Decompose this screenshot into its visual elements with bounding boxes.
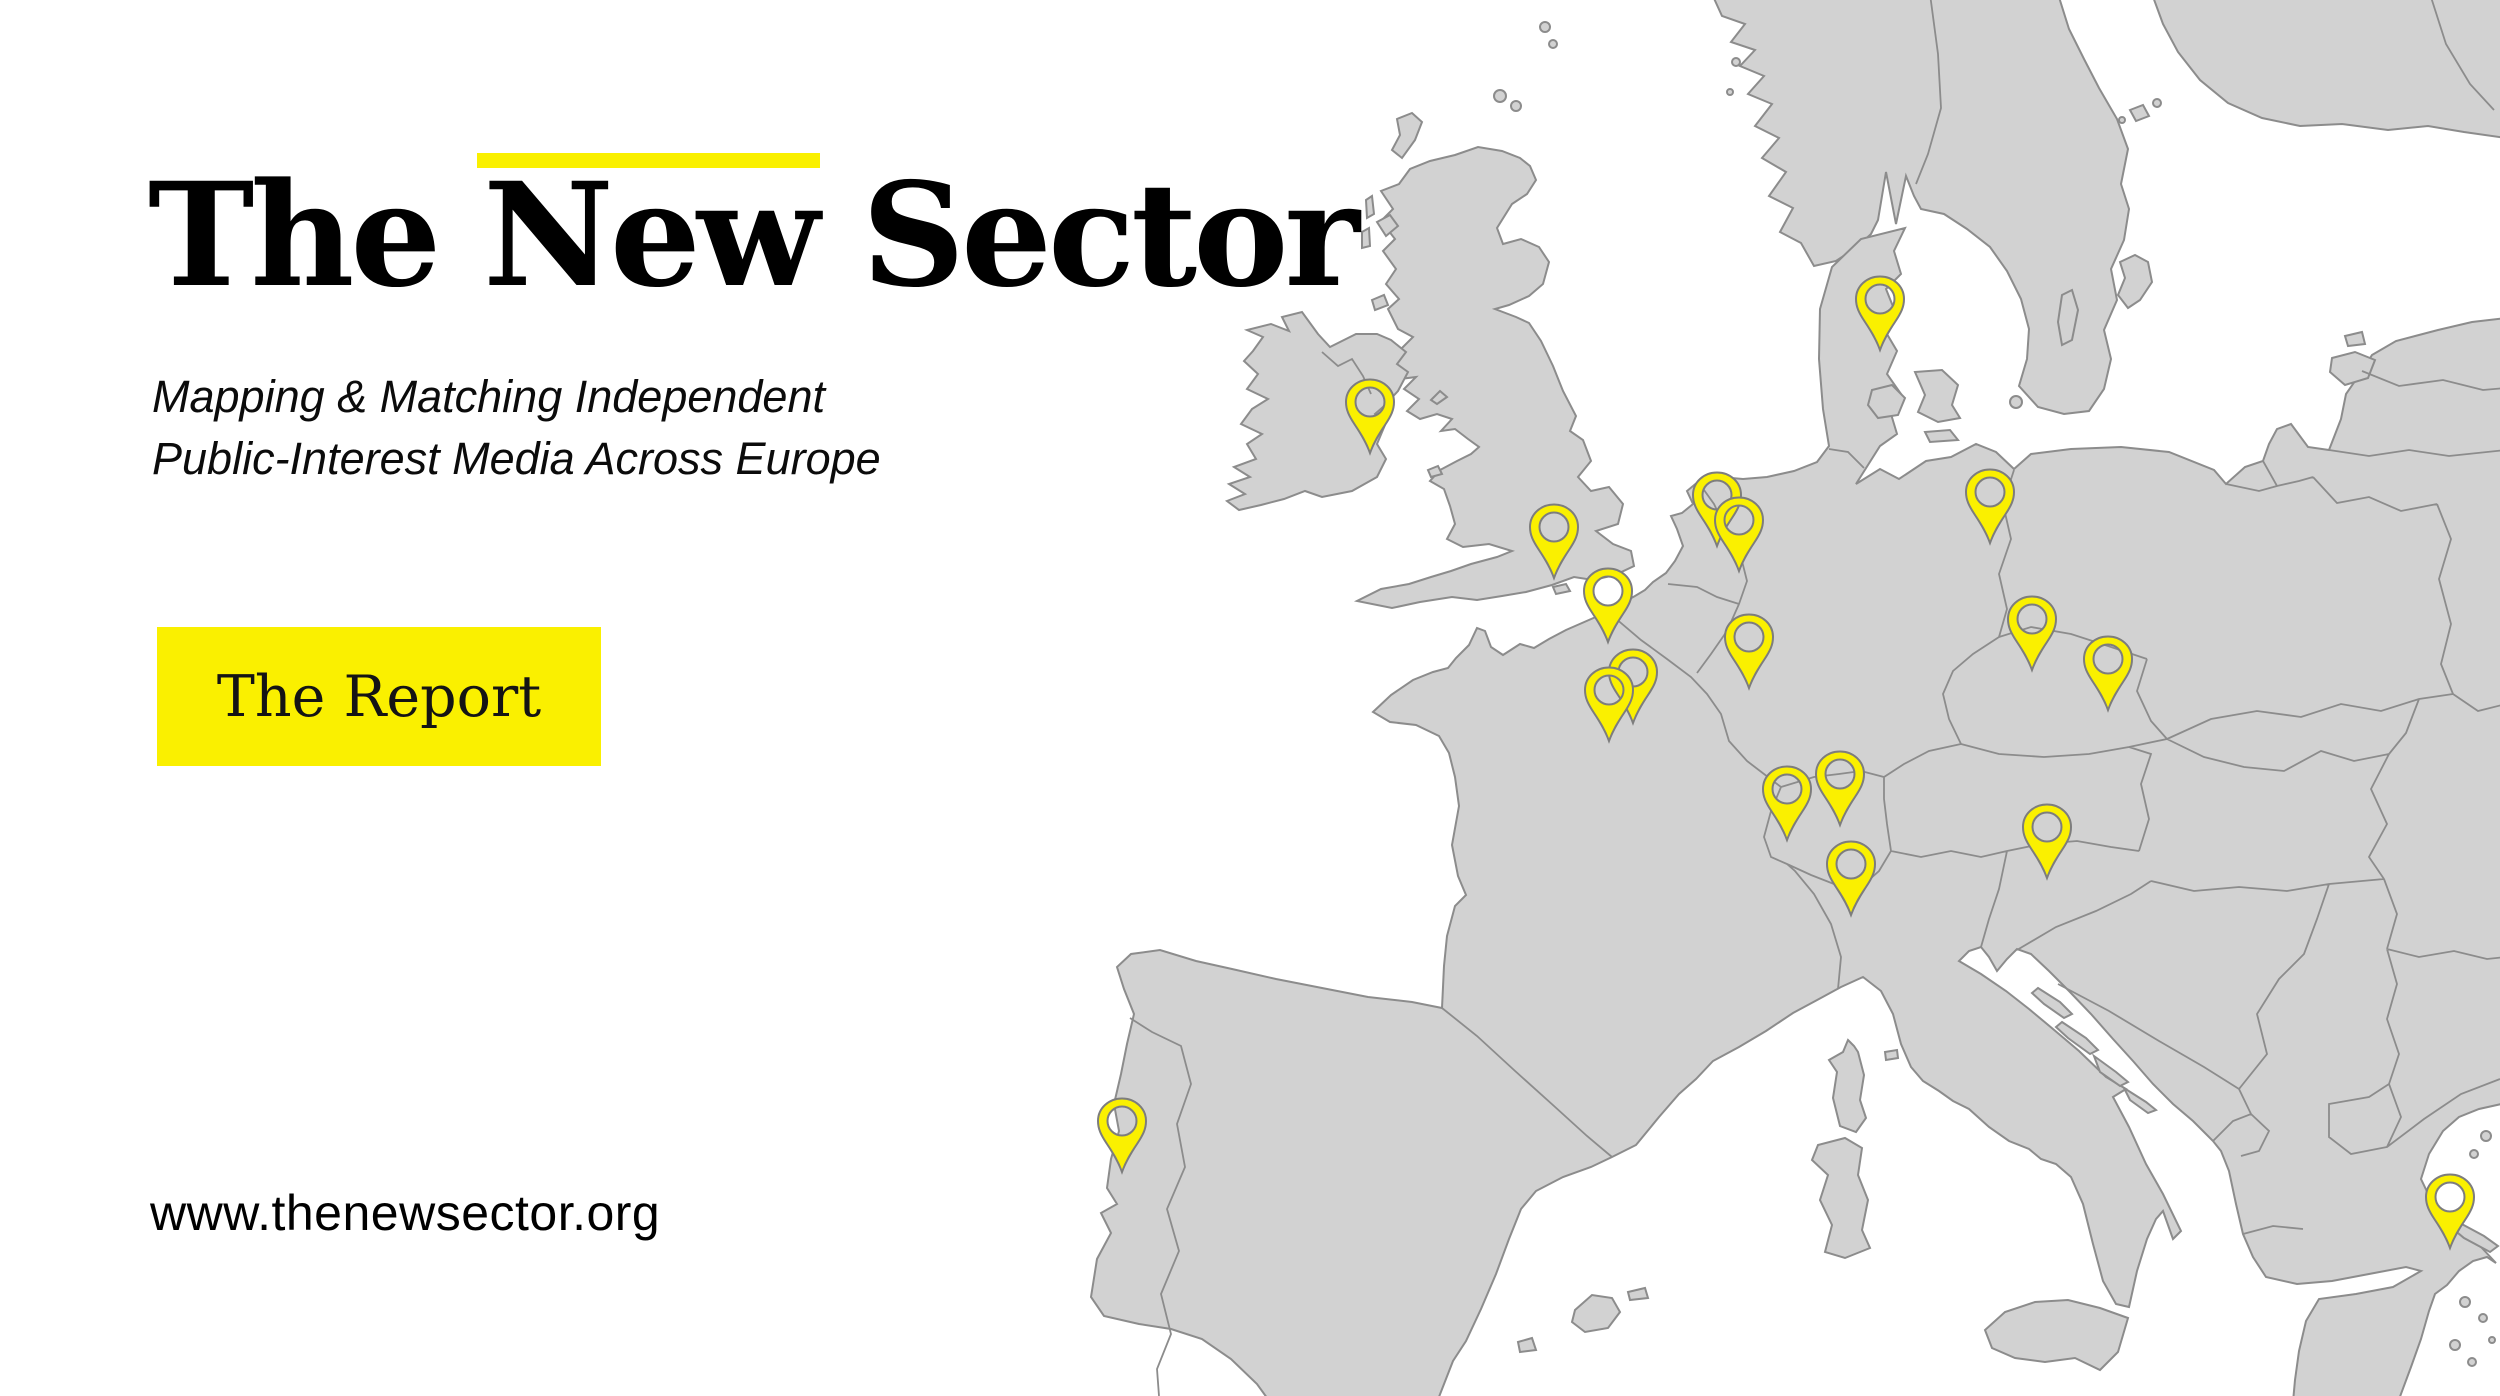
island-zealand	[1913, 368, 1962, 424]
subtitle-line-2: Public-Interest Media Across Europe	[152, 433, 881, 484]
island-aegean1	[2480, 1130, 2492, 1142]
map-pin-switzerland-west[interactable]	[1761, 765, 1813, 843]
map-pin-czechia-east[interactable]	[2082, 635, 2134, 713]
map-pin-paris[interactable]	[1583, 666, 1635, 744]
map-pin-germany-northeast[interactable]	[1964, 468, 2016, 546]
borders-layer	[1129, 0, 2500, 1396]
island-lolland	[1923, 428, 1960, 444]
report-button[interactable]: The Report	[157, 627, 601, 766]
website-url[interactable]: www.thenewsector.org	[150, 1185, 661, 1241]
map-pin-denmark[interactable]	[1854, 275, 1906, 353]
map-pin-portugal[interactable]	[1096, 1097, 1148, 1175]
island-oland	[2056, 288, 2080, 347]
map-pin-greece[interactable]	[2424, 1173, 2476, 1251]
island-aland	[2128, 103, 2151, 123]
island-aegean7	[2488, 1336, 2496, 1344]
map-pin-switzerland-south[interactable]	[1825, 840, 1877, 918]
island-aegean4	[2478, 1313, 2488, 1323]
island-shetland2	[1548, 39, 1558, 49]
island-anglesey	[1426, 464, 1444, 479]
island-sicily	[1983, 1298, 2130, 1372]
map-pin-germany-west[interactable]	[1723, 613, 1775, 691]
island-shetland	[1539, 21, 1551, 33]
island-mallorca	[1570, 1293, 1622, 1334]
subtitle: Mapping & Matching Independent Public-In…	[152, 366, 881, 490]
map-pin-england[interactable]	[1528, 503, 1580, 581]
island-skye	[1375, 213, 1400, 238]
island-saaremaa	[2328, 350, 2377, 387]
title-highlight-bar: New	[483, 151, 820, 319]
island-hiiumaa	[2343, 330, 2367, 348]
island-lewis	[1390, 111, 1424, 160]
island-norway-speck	[1731, 57, 1741, 67]
island-corsica	[1827, 1038, 1868, 1134]
pins-layer	[1096, 275, 2476, 1251]
title-leading: The	[148, 151, 484, 319]
island-bornholm	[2009, 395, 2023, 409]
island-man	[1429, 389, 1449, 406]
island-aegean6	[2467, 1357, 2477, 1367]
island-sardinia	[1810, 1136, 1872, 1260]
country-scandinavia	[1713, 0, 2131, 416]
island-gotland	[2116, 253, 2154, 310]
island-uist	[1364, 194, 1376, 220]
island-aegean3	[2459, 1296, 2471, 1308]
island-menorca	[1626, 1286, 1650, 1302]
map-pin-netherlands[interactable]	[1713, 496, 1765, 574]
island-orkney2	[1510, 100, 1522, 112]
title-trailing: Sector	[815, 151, 1360, 319]
island-croatia4	[2121, 1085, 2158, 1115]
country-finland	[2153, 0, 2500, 139]
country-borders	[1129, 0, 2500, 1396]
island-funen	[1866, 383, 1907, 420]
map-pin-switzerland-north[interactable]	[1814, 750, 1866, 828]
map-pin-czechia-west[interactable]	[2006, 595, 2058, 673]
island-elba	[1883, 1048, 1900, 1062]
map-pin-ireland[interactable]	[1344, 378, 1396, 456]
island-croatia2	[2054, 1020, 2100, 1056]
island-islay	[1370, 293, 1390, 312]
island-aland-speck2	[2118, 116, 2126, 124]
island-aegean5	[2449, 1339, 2461, 1351]
island-uist2	[1361, 226, 1372, 250]
map-pin-slovenia[interactable]	[2021, 803, 2073, 881]
island-croatia3	[2091, 1053, 2130, 1088]
subtitle-line-1: Mapping & Matching Independent	[152, 371, 825, 422]
island-wight	[1551, 582, 1572, 596]
island-croatia1	[2030, 986, 2074, 1020]
island-norway-speck2	[1726, 88, 1734, 96]
island-orkney	[1493, 89, 1507, 103]
map-pin-dover-strait[interactable]	[1582, 567, 1634, 645]
country-ireland	[1224, 310, 1410, 512]
title-highlighted-word: New	[477, 153, 820, 307]
page-title: The New Sector	[148, 153, 1360, 307]
island-aegean2	[2469, 1149, 2479, 1159]
island-ibiza	[1516, 1336, 1538, 1354]
island-aland-speck	[2152, 98, 2162, 108]
report-button-label: The Report	[216, 663, 542, 730]
